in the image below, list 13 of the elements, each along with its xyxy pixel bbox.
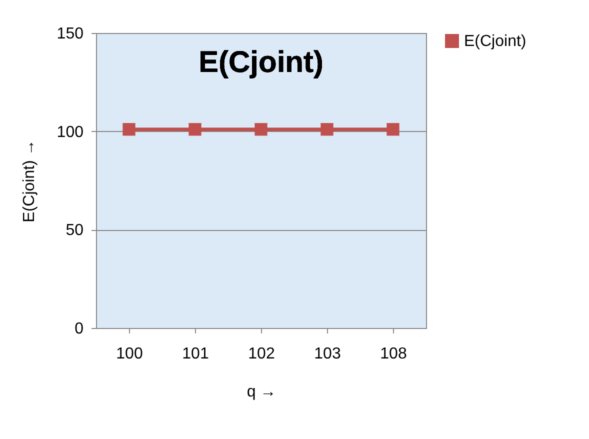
x-tick-label: 101 bbox=[182, 346, 209, 362]
x-tick-label: 102 bbox=[248, 346, 275, 362]
x-axis-title: q → bbox=[246, 384, 276, 400]
x-tick-label: 103 bbox=[314, 346, 341, 362]
y-tick-label: 150 bbox=[56, 26, 84, 42]
chart-title: E(Cjoint) bbox=[198, 46, 324, 79]
x-tick-label: 108 bbox=[380, 346, 407, 362]
y-tick-label: 100 bbox=[56, 124, 84, 141]
y-tick-label: 50 bbox=[66, 222, 84, 240]
x-tick-label: 100 bbox=[116, 346, 143, 362]
legend-label: E(Cjoint) bbox=[464, 33, 526, 50]
y-tick-label: 0 bbox=[74, 320, 84, 338]
y-axis-title: E(Cjoint) → bbox=[20, 140, 38, 222]
